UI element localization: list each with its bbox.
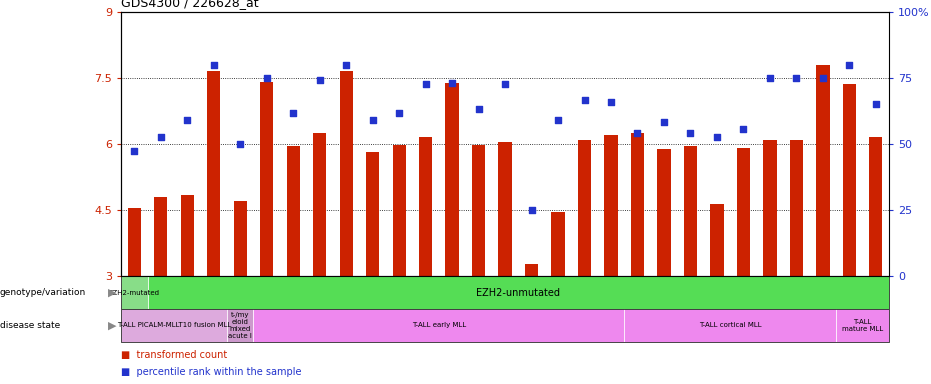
Point	[789, 74, 803, 81]
Bar	[816, 65, 830, 276]
Point	[471, 106, 486, 112]
Text: disease state: disease state	[0, 321, 61, 330]
FancyBboxPatch shape	[121, 309, 227, 342]
Bar	[366, 152, 379, 276]
Bar	[498, 142, 512, 276]
Bar	[631, 133, 644, 276]
Bar	[525, 264, 538, 276]
Bar	[207, 71, 221, 276]
Text: ▶: ▶	[108, 320, 116, 331]
FancyBboxPatch shape	[227, 309, 253, 342]
Bar	[128, 208, 141, 276]
Text: GDS4300 / 226628_at: GDS4300 / 226628_at	[121, 0, 259, 9]
Text: T-ALL PICALM-MLLT10 fusion MLL: T-ALL PICALM-MLLT10 fusion MLL	[116, 323, 231, 328]
Point	[683, 130, 698, 136]
Bar	[445, 83, 459, 276]
Point	[392, 110, 407, 116]
Bar	[472, 145, 485, 276]
Bar	[657, 149, 670, 276]
Point	[418, 81, 433, 88]
Bar	[234, 201, 247, 276]
Text: ■  transformed count: ■ transformed count	[121, 350, 227, 360]
Bar	[551, 212, 565, 276]
Bar	[843, 84, 856, 276]
Bar	[763, 140, 776, 276]
Bar	[181, 195, 194, 276]
Text: t-/my
eloid
mixed
acute l: t-/my eloid mixed acute l	[228, 312, 252, 339]
Point	[577, 97, 592, 103]
FancyBboxPatch shape	[147, 276, 889, 309]
Point	[233, 141, 248, 147]
Bar	[260, 82, 274, 276]
Point	[339, 61, 354, 68]
Point	[365, 117, 380, 123]
Point	[869, 101, 884, 107]
Point	[127, 147, 142, 154]
Point	[630, 130, 645, 136]
Bar	[155, 197, 168, 276]
Text: T-ALL cortical MLL: T-ALL cortical MLL	[699, 323, 762, 328]
FancyBboxPatch shape	[836, 309, 889, 342]
FancyBboxPatch shape	[121, 276, 147, 309]
Point	[497, 81, 512, 88]
Point	[312, 77, 327, 83]
Point	[816, 74, 830, 81]
Text: T-ALL early MLL: T-ALL early MLL	[412, 323, 466, 328]
Bar	[604, 135, 617, 276]
Point	[207, 61, 222, 68]
Bar	[393, 145, 406, 276]
Bar	[578, 140, 591, 276]
Point	[445, 80, 460, 86]
Point	[736, 126, 751, 132]
Text: EZH2-mutated: EZH2-mutated	[109, 290, 160, 296]
Bar	[736, 148, 750, 276]
Bar	[870, 137, 883, 276]
Point	[550, 117, 565, 123]
Bar	[684, 146, 697, 276]
Bar	[419, 137, 432, 276]
Bar	[340, 71, 353, 276]
Point	[842, 61, 857, 68]
Point	[154, 134, 169, 141]
Text: genotype/variation: genotype/variation	[0, 288, 87, 297]
Text: T-ALL
mature MLL: T-ALL mature MLL	[842, 319, 884, 332]
Point	[603, 99, 618, 105]
Text: EZH2-unmutated: EZH2-unmutated	[477, 288, 560, 298]
Point	[709, 134, 724, 141]
Text: ■  percentile rank within the sample: ■ percentile rank within the sample	[121, 367, 302, 377]
Bar	[287, 146, 300, 276]
Point	[259, 74, 274, 81]
Point	[180, 117, 195, 123]
FancyBboxPatch shape	[625, 309, 836, 342]
Bar	[789, 140, 803, 276]
Point	[524, 207, 539, 214]
Bar	[313, 133, 326, 276]
Point	[286, 110, 301, 116]
Point	[762, 74, 777, 81]
Bar	[710, 204, 723, 276]
FancyBboxPatch shape	[253, 309, 625, 342]
Text: ▶: ▶	[108, 288, 116, 298]
Point	[656, 119, 671, 125]
